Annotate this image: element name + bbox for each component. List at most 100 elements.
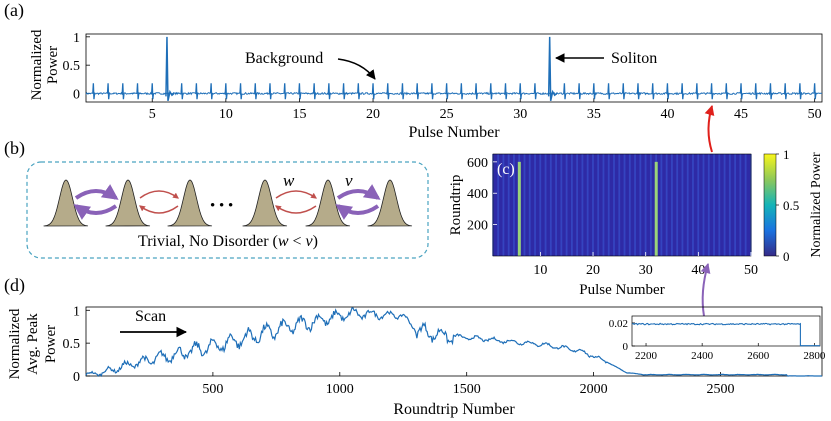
pulse-sites <box>43 179 413 227</box>
c-xlabel: Pulse Number <box>579 282 664 298</box>
heatmap-stripe <box>681 154 684 256</box>
a-xlabel: Pulse Number <box>408 124 500 141</box>
inset-y-tick-label: 0 <box>623 341 629 353</box>
a-background-pulse <box>813 83 817 100</box>
a-y-tick-label: 0.5 <box>63 59 81 74</box>
w-label: w <box>283 171 295 190</box>
a-background-pulse <box>224 83 228 100</box>
heatmap-stripe <box>713 154 715 256</box>
background-arrow <box>337 58 376 80</box>
d-x-ticks: 500 1000 1500 2000 2500 <box>202 372 734 397</box>
d-xlabel: Roundtrip Number <box>393 401 515 418</box>
colorbar-tick-label: 1 <box>783 147 790 162</box>
a-x-tick-label: 5 <box>149 107 156 122</box>
pulse-site <box>367 179 413 227</box>
heatmap-stripe <box>718 154 721 256</box>
a-y-tick-label: 1 <box>73 31 80 46</box>
a-background-pulse <box>136 83 140 100</box>
c-y-tick-label: 600 <box>467 156 488 171</box>
d-ylabel-line-2: Avg. Peak <box>25 313 41 375</box>
colorbar-label: Normalized Power <box>809 152 824 258</box>
heatmap-stripe <box>602 154 605 256</box>
ellipsis-dots: • • • <box>210 198 233 214</box>
a-background-pulse <box>401 83 405 100</box>
hop-arrow-back <box>73 204 118 220</box>
heatmap-stripe <box>739 154 742 256</box>
d-axes-box <box>85 306 823 377</box>
a-x-tick-label: 40 <box>660 107 674 122</box>
heatmap-stripe <box>507 154 510 256</box>
hop-arrow-back <box>139 205 179 214</box>
heatmap-background <box>493 154 751 256</box>
heatmap-stripe <box>649 154 652 256</box>
a-background-pulse <box>342 83 346 100</box>
heatmap-stripe <box>607 154 610 256</box>
d-ylabel-line-1: Normalized <box>7 308 23 379</box>
a-background-pulse <box>239 83 243 100</box>
a-y-tick-label: 0 <box>73 88 80 103</box>
a-background-pulse <box>563 83 567 100</box>
a-background-pulse <box>769 83 773 100</box>
a-background-pulse <box>371 83 375 100</box>
hop-arrow-back <box>275 205 317 214</box>
v-label: v <box>345 171 353 190</box>
heatmap-soliton-column <box>517 161 521 256</box>
d-ylabel-line-3: Power <box>43 325 59 363</box>
purple-connector <box>700 263 711 317</box>
d-trace <box>85 307 822 378</box>
caption-v: v <box>306 233 314 250</box>
c-y-tick-label: 200 <box>467 219 488 234</box>
a-x-ticks: 5 10 15 20 25 30 35 40 45 50 <box>149 98 822 122</box>
a-background-pulse <box>798 83 802 100</box>
a-background-pulse <box>195 83 199 100</box>
colorbar-tick-label: 0.5 <box>783 198 799 213</box>
d-y-tick-label: 0.5 <box>63 337 81 352</box>
a-background-pulse <box>622 83 626 100</box>
heatmap-stripe <box>613 154 615 256</box>
hop-arrow-forward <box>275 190 317 199</box>
a-background-pulse <box>518 83 523 100</box>
heatmap-stripe <box>560 154 563 256</box>
inset-x-tick-label: 2400 <box>691 350 714 362</box>
heatmap-stripe <box>555 154 557 256</box>
a-background-pulse <box>577 83 581 100</box>
heatmap-stripe <box>623 154 626 256</box>
heatmap-stripe <box>576 154 579 256</box>
heatmap-stripe <box>497 154 500 256</box>
heatmap-stripe <box>597 154 600 256</box>
d-x-tick-label: 2500 <box>706 382 734 397</box>
a-background-pulse <box>754 83 758 100</box>
hop-arrow-back <box>335 204 380 220</box>
hop-arrow-forward <box>139 190 179 199</box>
a-x-tick-label: 30 <box>513 107 527 122</box>
soliton-annotation: Soliton <box>611 50 657 67</box>
d-y-ticks: 00.51 <box>63 304 90 385</box>
d-y-tick-label: 0 <box>73 370 80 385</box>
heatmap-stripe <box>549 154 552 256</box>
heatmap-stripe <box>744 154 747 256</box>
a-background-pulse <box>386 83 390 100</box>
a-ylabel-line-1: Normalized <box>29 29 45 100</box>
a-background-pulse <box>92 83 96 100</box>
a-x-tick-label: 15 <box>292 107 306 122</box>
pulse-site <box>167 179 213 227</box>
heatmap-stripe <box>618 154 621 256</box>
a-background-pulse <box>533 83 537 100</box>
a-background-pulse <box>430 83 434 100</box>
colorbar-tick-label: 0 <box>783 249 790 264</box>
heatmap-stripe <box>586 154 589 256</box>
schematic-box <box>26 161 429 259</box>
heatmap-stripe <box>702 154 705 256</box>
d-y-tick-label: 1 <box>73 304 80 319</box>
a-axes-box <box>85 33 823 103</box>
heatmap-stripe <box>565 154 568 256</box>
c-x-tick-label: 50 <box>744 263 758 278</box>
c-y-ticks: 200 400 600 <box>467 156 497 234</box>
schematic-caption: Trivial, No Disorder (w < v) <box>138 233 318 250</box>
caption-text: Trivial, No Disorder ( <box>138 233 278 250</box>
a-background-pulse <box>666 83 670 100</box>
scan-label: Scan <box>135 308 166 325</box>
colorbar-ticks: 00.51 <box>776 147 799 264</box>
c-x-tick-label: 30 <box>639 263 653 278</box>
caption-w: w <box>278 233 289 250</box>
